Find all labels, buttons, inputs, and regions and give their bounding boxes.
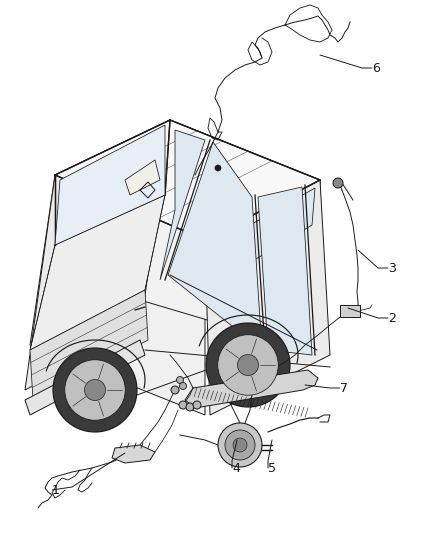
Circle shape — [237, 354, 258, 376]
Text: 6: 6 — [372, 61, 380, 75]
Circle shape — [179, 401, 187, 409]
Polygon shape — [30, 290, 148, 400]
Circle shape — [193, 401, 201, 409]
Circle shape — [333, 178, 343, 188]
Text: 7: 7 — [340, 382, 348, 394]
Polygon shape — [258, 187, 312, 355]
Polygon shape — [55, 120, 320, 240]
Text: 1: 1 — [52, 483, 60, 497]
Text: 4: 4 — [232, 462, 240, 474]
Circle shape — [215, 165, 221, 171]
Circle shape — [85, 379, 106, 400]
Circle shape — [218, 423, 262, 467]
Circle shape — [206, 323, 290, 407]
Circle shape — [225, 430, 255, 460]
Circle shape — [171, 386, 179, 394]
Polygon shape — [25, 120, 170, 390]
Text: 3: 3 — [388, 262, 396, 274]
Polygon shape — [160, 130, 205, 280]
Polygon shape — [168, 142, 262, 350]
Text: 2: 2 — [388, 311, 396, 325]
Polygon shape — [30, 175, 205, 415]
Circle shape — [180, 383, 187, 390]
Circle shape — [218, 335, 278, 395]
Polygon shape — [205, 180, 330, 415]
Polygon shape — [25, 340, 145, 415]
Circle shape — [177, 376, 184, 384]
Polygon shape — [55, 125, 165, 245]
Circle shape — [186, 403, 194, 411]
Polygon shape — [140, 120, 325, 355]
Polygon shape — [185, 370, 318, 408]
Polygon shape — [125, 160, 160, 195]
Bar — [340, 305, 360, 317]
Text: 5: 5 — [268, 462, 276, 474]
Polygon shape — [30, 195, 165, 350]
Circle shape — [53, 348, 137, 432]
Circle shape — [233, 438, 247, 452]
Polygon shape — [112, 445, 155, 463]
Circle shape — [65, 360, 125, 420]
Polygon shape — [210, 188, 315, 285]
